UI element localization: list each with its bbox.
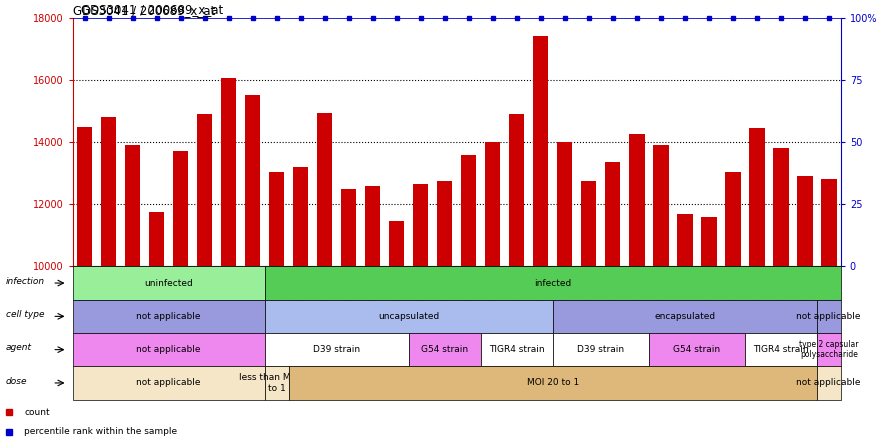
Text: infection: infection [6, 277, 45, 286]
Bar [220, 78, 236, 444]
Text: TIGR4 strain: TIGR4 strain [753, 345, 809, 354]
Text: percentile rank within the sample: percentile rank within the sample [25, 427, 178, 436]
Bar [677, 214, 693, 444]
Bar [581, 181, 596, 444]
Text: type 2 capsular
polysaccharide: type 2 capsular polysaccharide [799, 340, 858, 359]
Text: infected: infected [534, 278, 572, 288]
Bar [245, 95, 260, 444]
Text: D39 strain: D39 strain [313, 345, 360, 354]
Text: encapsulated: encapsulated [654, 312, 715, 321]
Bar [749, 128, 765, 444]
Bar [725, 172, 741, 444]
Bar [653, 145, 668, 444]
Bar [317, 113, 333, 444]
Bar [533, 36, 549, 444]
Text: not applicable: not applicable [796, 312, 861, 321]
Bar [773, 148, 789, 444]
Bar [701, 217, 717, 444]
Text: cell type: cell type [6, 310, 44, 319]
Bar [125, 145, 141, 444]
Text: G54 strain: G54 strain [421, 345, 468, 354]
Bar [796, 176, 812, 444]
Bar [77, 127, 92, 444]
Bar [269, 172, 284, 444]
Text: not applicable: not applicable [136, 378, 201, 388]
Bar [293, 167, 309, 444]
Text: count: count [25, 408, 50, 416]
Text: less than MOI 20
to 1: less than MOI 20 to 1 [239, 373, 314, 392]
Bar [509, 114, 525, 444]
Text: dose: dose [6, 377, 27, 386]
Bar [412, 184, 428, 444]
Bar [173, 151, 189, 444]
Text: not applicable: not applicable [136, 345, 201, 354]
Bar [604, 162, 620, 444]
Bar [485, 142, 501, 444]
Bar [341, 189, 357, 444]
Text: not applicable: not applicable [136, 312, 201, 321]
Text: G54 strain: G54 strain [673, 345, 720, 354]
Bar [461, 155, 476, 444]
Bar [437, 181, 452, 444]
Bar [365, 186, 381, 444]
Text: GDS3041 / 200689_x_at: GDS3041 / 200689_x_at [81, 3, 224, 16]
Text: agent: agent [6, 344, 32, 353]
Bar [196, 114, 212, 444]
Text: TIGR4 strain: TIGR4 strain [489, 345, 544, 354]
Bar [557, 142, 573, 444]
Text: D39 strain: D39 strain [577, 345, 624, 354]
Bar [149, 212, 165, 444]
Text: not applicable: not applicable [796, 378, 861, 388]
Text: uncapsulated: uncapsulated [378, 312, 439, 321]
Bar [389, 222, 404, 444]
Text: MOI 20 to 1: MOI 20 to 1 [527, 378, 579, 388]
Text: uninfected: uninfected [144, 278, 193, 288]
Bar [629, 134, 644, 444]
Bar [821, 179, 836, 444]
Bar [101, 117, 117, 444]
Text: GDS3041 / 200689_x_at: GDS3041 / 200689_x_at [73, 4, 215, 16]
